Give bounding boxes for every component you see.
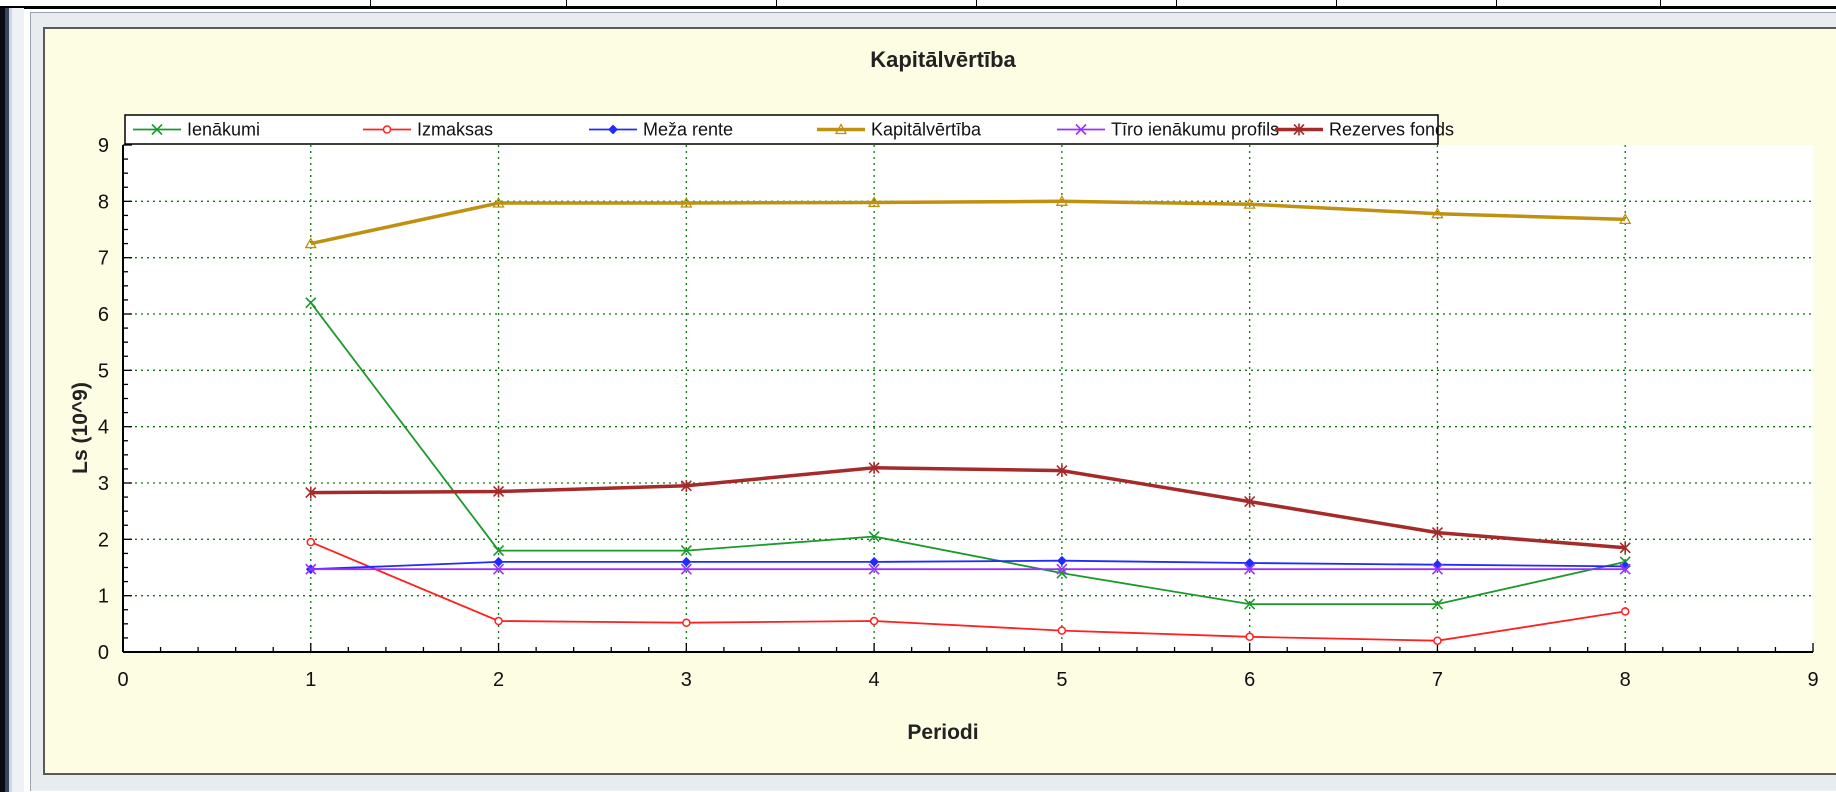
point-marker-star	[1293, 123, 1305, 136]
legend-label: Kapitālvērtība	[871, 120, 982, 140]
column-divider	[1496, 0, 1497, 6]
point-marker-star	[680, 479, 692, 492]
point-marker-star	[305, 486, 317, 499]
series-line	[310, 302, 1626, 605]
y-tick-label: 8	[98, 191, 109, 213]
legend-label: Rezerves fonds	[1329, 120, 1454, 140]
legend-label: Ienākumi	[187, 120, 260, 140]
x-tick-label: 3	[681, 669, 692, 691]
column-divider	[1336, 0, 1337, 6]
x-tick-label: 6	[1244, 669, 1255, 691]
line-chart: Kapitālvērtība Periodi Ls (10^9) 0 1 2 3 4 5 6…	[69, 47, 1819, 744]
x-tick-label: 8	[1620, 669, 1631, 691]
window-left-edge	[0, 8, 24, 792]
point-marker-triangle	[834, 123, 848, 135]
column-divider	[776, 0, 777, 6]
y-tick-label: 1	[98, 586, 109, 608]
point-marker-triangle	[1619, 213, 1632, 225]
y-tick-label: 9	[98, 135, 109, 157]
point-marker-star	[492, 485, 505, 498]
series-line	[310, 541, 1626, 642]
point-marker-star	[1619, 541, 1631, 554]
point-marker-x	[868, 563, 880, 575]
x-tick-label: 5	[1056, 669, 1067, 691]
x-tick-label: 7	[1432, 669, 1443, 691]
point-marker-diamond	[869, 556, 880, 567]
point-marker-x	[1431, 598, 1444, 610]
y-axis-title: Ls (10^9)	[69, 382, 92, 474]
legend-label: Tīro ienākumu profils	[1111, 120, 1279, 140]
plot-area	[123, 145, 1813, 652]
point-marker-diamond	[681, 556, 692, 567]
point-marker-star	[868, 461, 880, 474]
point-marker-star	[1056, 464, 1068, 477]
column-divider	[1660, 0, 1661, 6]
point-marker-x	[1244, 563, 1256, 575]
column-divider	[976, 0, 977, 6]
y-tick-label: 3	[98, 473, 109, 495]
x-tick-label: 0	[117, 669, 128, 691]
chart-title: Kapitālvērtība	[870, 47, 1016, 72]
point-marker-diamond	[493, 556, 504, 567]
point-marker-x	[1619, 563, 1631, 575]
y-tick-label: 4	[98, 417, 109, 439]
point-marker-x	[305, 563, 317, 575]
point-marker-x	[1244, 598, 1256, 610]
x-tick-label: 2	[493, 669, 504, 691]
point-marker-circle	[869, 616, 879, 626]
x-tick-label: 9	[1807, 669, 1818, 691]
point-marker-triangle	[1055, 194, 1068, 206]
point-marker-x	[680, 563, 692, 575]
point-marker-x	[680, 545, 692, 557]
y-tick-label: 2	[98, 529, 109, 551]
point-marker-triangle	[1243, 197, 1256, 209]
series-line	[310, 466, 1626, 550]
point-marker-x	[151, 123, 163, 136]
x-tick-label: 4	[869, 669, 880, 691]
point-marker-triangle	[1431, 207, 1444, 219]
point-marker-circle	[682, 618, 691, 627]
point-marker-x	[1056, 563, 1068, 575]
legend-label: Meža rente	[643, 120, 733, 140]
point-marker-x	[1075, 123, 1087, 136]
point-marker-diamond	[1620, 561, 1631, 572]
chart-panel: Kapitālvērtība Periodi Ls (10^9) 0 1 2 3 4 5 6…	[43, 27, 1836, 775]
point-marker-diamond	[608, 124, 618, 135]
y-tick-label: 7	[98, 248, 109, 270]
column-divider	[1176, 0, 1177, 6]
point-marker-triangle	[680, 196, 693, 208]
point-marker-x	[492, 545, 505, 557]
point-marker-circle	[1245, 632, 1254, 642]
point-marker-star	[1244, 495, 1256, 508]
point-marker-diamond	[1056, 555, 1067, 566]
point-marker-circle	[1433, 636, 1442, 645]
legend-label: Izmaksas	[417, 120, 493, 140]
x-axis-title: Periodi	[907, 721, 978, 744]
point-marker-x	[492, 563, 505, 575]
point-marker-triangle	[868, 196, 881, 208]
point-marker-circle	[494, 616, 503, 626]
point-marker-x	[1431, 563, 1444, 575]
top-table-strip	[0, 0, 1836, 9]
point-marker-triangle	[304, 237, 317, 249]
point-marker-star	[1431, 526, 1444, 539]
point-marker-x	[868, 530, 880, 543]
point-marker-circle	[306, 537, 316, 547]
legend-box	[124, 114, 1439, 145]
x-tick-label: 1	[305, 669, 316, 691]
y-tick-label: 0	[98, 642, 109, 664]
y-tick-label: 6	[98, 304, 109, 326]
series-line	[310, 559, 1626, 571]
chart-frame: Kapitālvērtība Periodi Ls (10^9) 0 1 2 3 4 5 6…	[30, 12, 1836, 791]
column-divider	[370, 0, 371, 6]
column-divider	[566, 0, 567, 6]
point-marker-triangle	[492, 196, 505, 208]
y-tick-label: 5	[98, 360, 109, 382]
point-marker-circle	[1057, 626, 1067, 635]
point-marker-x	[305, 297, 317, 309]
point-marker-diamond	[1244, 558, 1255, 568]
point-marker-circle	[1620, 607, 1630, 616]
series-line	[310, 199, 1626, 246]
point-marker-circle	[382, 125, 392, 134]
